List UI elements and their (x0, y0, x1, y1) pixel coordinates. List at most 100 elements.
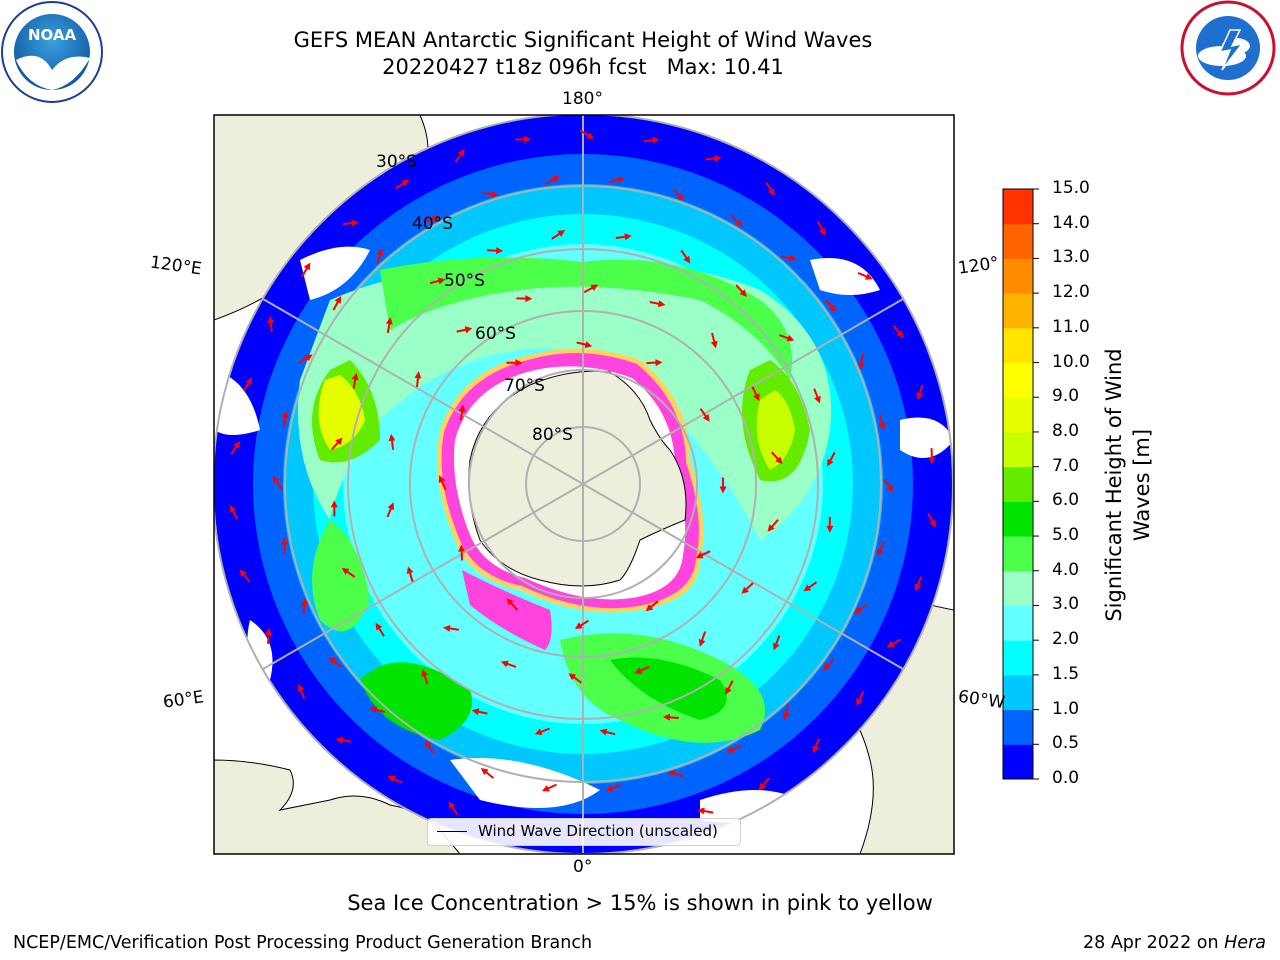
colorbar-swatch (1003, 189, 1033, 225)
wave-direction-arrow-head (695, 551, 704, 559)
colorbar-swatch (1003, 293, 1033, 329)
wave-direction-arrow-head (896, 330, 904, 339)
wave-direction-arrow-head (245, 377, 253, 386)
wave-direction-arrow-head (676, 193, 685, 201)
wave-direction-arrow-head (710, 340, 718, 349)
wave-direction-arrow-head (457, 148, 465, 157)
wave-direction-arrow-head (491, 190, 499, 198)
wave-direction-arrow-head (552, 176, 560, 183)
wave-direction-arrow-head (634, 667, 643, 674)
wave-direction-arrow-head (616, 176, 625, 184)
wave-direction-arrow-head (424, 740, 432, 748)
wave-direction-arrow-head (586, 132, 594, 139)
wave-direction-arrow-head (702, 414, 710, 422)
wave-direction-arrow-head (782, 712, 790, 721)
wave-direction-arrow-head (334, 296, 342, 304)
wave-direction-arrow-head (376, 247, 384, 256)
colorbar-tick-label: 1.0 (1052, 698, 1080, 719)
graticule (214, 115, 954, 854)
lon-label-180: 180° (562, 89, 603, 109)
wave-direction-arrow-head (303, 262, 311, 271)
wave-direction-arrow-head (471, 708, 480, 716)
wave-direction-arrow-head (301, 598, 308, 606)
wave-direction-arrow-head (772, 642, 780, 651)
wave-direction-arrow-head (803, 584, 812, 592)
colorbar-tick-label: 13.0 (1052, 247, 1090, 268)
colorbar-swatch (1003, 536, 1033, 572)
colorbar-swatch (1003, 431, 1033, 468)
wave-direction-arrow-head (853, 607, 862, 614)
wave-direction-arrow-head (584, 341, 593, 348)
map-frame-border (213, 114, 955, 855)
wave-direction-arrow-head (826, 525, 834, 533)
wave-direction-arrow-head (914, 583, 922, 592)
wave-direction-arrow-head (590, 284, 599, 291)
wave-direction-arrow-head (827, 458, 834, 467)
wave-direction-arrow-head (281, 537, 288, 545)
wave-direction-arrow-head (458, 404, 466, 413)
chart-subtitle-run: 20220427 t18z 096h fcst Max: 10.41 (382, 55, 784, 79)
colorbar-swatch (1003, 397, 1033, 433)
colorbar-tick-label: 0.5 (1052, 733, 1080, 754)
lon-label-0: 0° (573, 857, 593, 877)
footer-date: 28 Apr 2022 on Hera (1083, 933, 1266, 953)
wave-direction-arrow-head (557, 230, 566, 237)
sea-ice-note: Sea Ice Concentration > 15% is shown in … (347, 891, 933, 915)
wave-direction-arrow-head (655, 359, 663, 367)
chart-title: GEFS MEAN Antarctic Significant Height o… (293, 28, 873, 52)
wave-direction-arrow-head (786, 334, 795, 342)
lat-label-80s: 80°S (532, 425, 573, 445)
wave-direction-arrow-head (789, 254, 797, 262)
legend-label: Wind Wave Direction (unscaled) (478, 822, 718, 840)
wave-direction-arrow-head (812, 745, 819, 754)
wave-direction-arrow-head (645, 604, 654, 612)
footer-host: Hera (1224, 933, 1266, 953)
wave-direction-arrow-head (443, 625, 451, 632)
wave-direction-arrow-head (767, 524, 775, 532)
wave-direction-arrow-head (432, 215, 441, 223)
wave-direction-arrow-head (735, 219, 743, 227)
footer-organization: NCEP/EMC/Verification Post Processing Pr… (13, 933, 593, 953)
wave-direction-arrow-head (421, 669, 428, 677)
wave-direction-arrow-head (369, 706, 377, 713)
colorbar-tick-label: 11.0 (1052, 316, 1090, 337)
wave-direction-arrow-head (823, 663, 831, 671)
colorbar-tick-label: 4.0 (1052, 559, 1080, 580)
wave-direction-arrow-head (281, 410, 289, 419)
wave-direction-arrow-head (525, 295, 533, 303)
wave-direction-arrow-head (335, 437, 343, 446)
wave-direction-arrow-head (272, 475, 280, 484)
wave-direction-arrow-head (568, 673, 577, 681)
wave-direction-arrow-head (414, 371, 422, 379)
colorbar-title-line1: Significant Height of Wind (1102, 348, 1126, 622)
lat-label-60s: 60°S (475, 324, 516, 344)
colorbar-swatch (1003, 605, 1033, 641)
wave-direction-arrow-head (458, 544, 466, 552)
wave-direction-arrow-head (406, 566, 414, 575)
wave-direction-arrow-head (683, 255, 691, 264)
colorbar (1002, 188, 1039, 780)
wave-direction-arrow-head (480, 768, 489, 776)
wave-direction-arrow-head (574, 622, 583, 629)
colorbar-swatch (1003, 223, 1033, 259)
wave-direction-arrow-head (878, 422, 886, 431)
wave-direction-arrow-head (605, 784, 614, 792)
wave-direction-arrow-head (341, 567, 350, 575)
wave-direction-arrow-head (697, 807, 705, 815)
colorbar-swatch (1003, 327, 1033, 364)
wave-direction-arrow-head (239, 569, 247, 578)
colorbar-swatch (1003, 362, 1033, 398)
colorbar-tick-label: 3.0 (1052, 594, 1080, 615)
wave-direction-arrow-head (388, 433, 396, 442)
wave-direction-arrow-head (916, 392, 923, 401)
wave-direction-arrow-head (330, 500, 338, 508)
wave-direction-arrow-head (304, 354, 313, 362)
wave-direction-arrow-head (267, 315, 275, 324)
colorbar-tick-label: 12.0 (1052, 282, 1090, 303)
wave-direction-arrow-head (814, 395, 821, 404)
wave-direction-arrow-head (464, 326, 473, 334)
colorbar-tick-label: 1.5 (1052, 663, 1080, 684)
wave-direction-arrow-head (506, 598, 514, 606)
colorbar-tick-label: 9.0 (1052, 386, 1080, 407)
wave-direction-arrow-head (929, 519, 936, 528)
